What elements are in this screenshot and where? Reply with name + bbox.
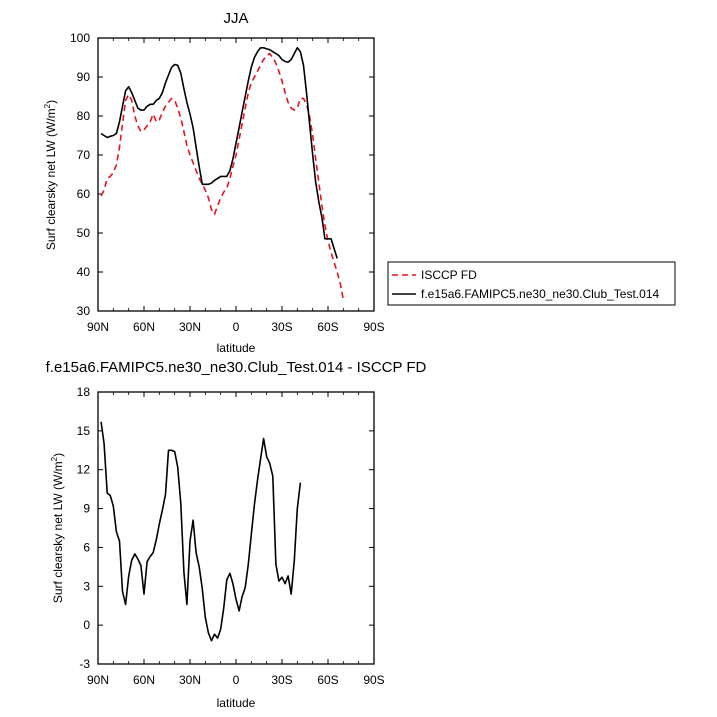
top-x-tick-label: 90N <box>87 320 109 334</box>
top-x-tick-label: 0 <box>233 320 240 334</box>
bottom-y-tick-label: 3 <box>83 579 90 593</box>
top-plot-area: 90N 60N 30N 0 30S 60S 90S 30 40 50 60 70 80 90 100 <box>70 31 385 334</box>
top-x-tick-label: 30N <box>179 320 201 334</box>
top-series-line-0 <box>100 52 345 300</box>
bottom-plot-area: 90N 60N 30N 0 30S 60S 90S -3 0 3 6 9 12 15 18 <box>77 385 385 687</box>
legend-box <box>387 261 676 306</box>
bottom-x-tick-label: 90S <box>363 673 384 687</box>
top-plot-frame <box>97 37 375 312</box>
top-y-tick-label: 30 <box>77 304 91 318</box>
top-y-tick-label: 70 <box>77 148 91 162</box>
top-y-tick-label: 50 <box>77 226 91 240</box>
bottom-x-axis-label: latitude <box>217 696 256 710</box>
bottom-series-line-0 <box>100 421 302 642</box>
bottom-x-tick-label: 60S <box>317 673 338 687</box>
bottom-y-tick-label: 9 <box>83 502 90 516</box>
top-y-tick-label: 90 <box>77 70 91 84</box>
bottom-chart: f.e15a6.FAMIPC5.ne30_ne30.Club_Test.014 … <box>46 359 427 710</box>
top-x-tick-label: 30S <box>271 320 292 334</box>
bottom-x-tick-label: 30S <box>271 673 292 687</box>
legend-label-model: f.e15a6.FAMIPC5.ne30_ne30.Club_Test.014 <box>421 287 659 301</box>
top-y-axis-label: Surf clearsky net LW (W/m2) <box>43 100 58 250</box>
top-y-tick-label: 40 <box>77 265 91 279</box>
bottom-plot-frame <box>97 391 375 665</box>
bottom-y-tick-label: 18 <box>77 385 91 399</box>
top-y-tick-label: 100 <box>70 31 90 45</box>
top-x-tick-label: 90S <box>363 320 384 334</box>
bottom-x-tick-label: 60N <box>133 673 155 687</box>
top-y-tick-label: 60 <box>77 187 91 201</box>
bottom-y-tick-label: 12 <box>77 463 91 477</box>
top-chart: JJA 90N 60N 30N 0 30S 60S 90S 30 40 50 60 70 80 90 100… <box>43 10 676 355</box>
legend-label-isccp: ISCCP FD <box>421 268 477 282</box>
top-series-line-1 <box>100 47 338 259</box>
top-chart-title: JJA <box>223 10 248 27</box>
bottom-y-tick-label: 0 <box>83 618 90 632</box>
top-y-tick-label: 80 <box>77 109 91 123</box>
bottom-y-axis-label: Surf clearsky net LW (W/m2) <box>50 453 65 603</box>
bottom-y-tick-label: -3 <box>79 657 90 671</box>
top-x-tick-label: 60N <box>133 320 155 334</box>
bottom-chart-title: f.e15a6.FAMIPC5.ne30_ne30.Club_Test.014 … <box>46 359 427 376</box>
bottom-x-tick-label: 30N <box>179 673 201 687</box>
top-x-axis-label: latitude <box>217 341 256 355</box>
bottom-y-tick-label: 15 <box>77 424 91 438</box>
legend: ISCCP FD f.e15a6.FAMIPC5.ne30_ne30.Club_… <box>387 261 676 306</box>
top-x-tick-label: 60S <box>317 320 338 334</box>
bottom-x-tick-label: 90N <box>87 673 109 687</box>
bottom-y-tick-label: 6 <box>83 540 90 554</box>
bottom-x-tick-label: 0 <box>233 673 240 687</box>
